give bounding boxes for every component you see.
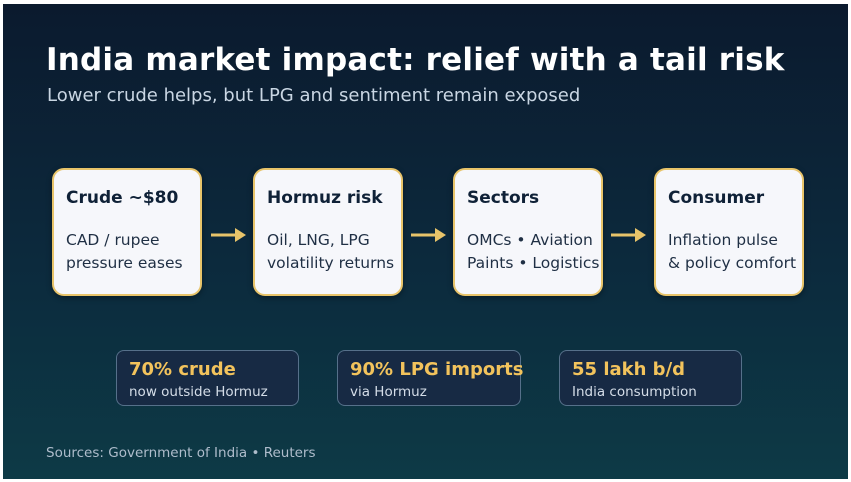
flow-card-line: Paints • Logistics [467, 254, 600, 272]
flow-card-line: CAD / rupee [66, 231, 160, 249]
stat-value: 55 lakh b/d [572, 359, 686, 380]
flow-card-line: OMCs • Aviation [467, 231, 593, 249]
page-subtitle: Lower crude helps, but LPG and sentiment… [47, 85, 581, 106]
stat-label: now outside Hormuz [129, 384, 268, 400]
flow-card-line: Inflation pulse [668, 231, 778, 249]
stat-value: 70% crude [129, 359, 236, 380]
right-arrow-icon [611, 228, 646, 242]
flow-card-crude: Crude ~$80 CAD / rupee pressure eases [52, 168, 202, 296]
flow-card-body: CAD / rupee pressure eases [66, 229, 200, 275]
flow-card-title: Hormuz risk [267, 188, 383, 208]
right-arrow-icon [211, 228, 246, 242]
flow-card-body: OMCs • Aviation Paints • Logistics [467, 229, 601, 275]
flow-card-title: Sectors [467, 188, 540, 208]
stat-card-lpg-imports: 90% LPG imports via Hormuz [337, 350, 524, 406]
right-arrow-icon [411, 228, 446, 242]
flow-card-consumer: Consumer Inflation pulse & policy comfor… [654, 168, 804, 296]
stat-card-consumption: 55 lakh b/d India consumption [559, 350, 742, 406]
flow-card-body: Oil, LNG, LPG volatility returns [267, 229, 401, 275]
stat-label: India consumption [572, 384, 697, 400]
flow-card-line: & policy comfort [668, 254, 797, 272]
slide: India market impact: relief with a tail … [3, 4, 848, 479]
flow-card-body: Inflation pulse & policy comfort [668, 229, 802, 275]
stat-value: 90% LPG imports [350, 359, 524, 380]
flow-card-hormuz-risk: Hormuz risk Oil, LNG, LPG volatility ret… [253, 168, 403, 296]
stat-label: via Hormuz [350, 384, 427, 400]
flow-card-line: Oil, LNG, LPG [267, 231, 370, 249]
flow-card-line: volatility returns [267, 254, 395, 272]
page-title: India market impact: relief with a tail … [46, 42, 785, 78]
flow-card-title: Consumer [668, 188, 765, 208]
flow-card-line: pressure eases [66, 254, 183, 272]
sources-footnote: Sources: Government of India • Reuters [46, 445, 316, 461]
stat-card-crude-share: 70% crude now outside Hormuz [116, 350, 299, 406]
flow-card-sectors: Sectors OMCs • Aviation Paints • Logisti… [453, 168, 603, 296]
flow-card-title: Crude ~$80 [66, 188, 179, 208]
